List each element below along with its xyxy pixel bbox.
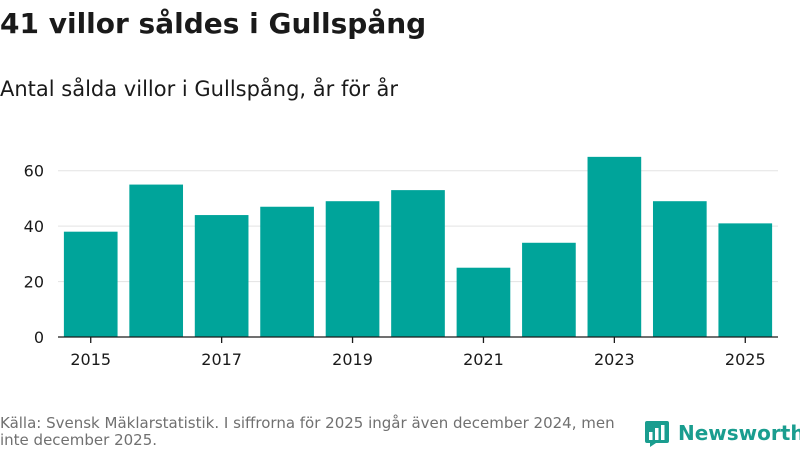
bar-chart: 0 20 40 60 2015 2017 2019 2021 2023 2025 xyxy=(24,156,778,369)
bar-2016 xyxy=(129,184,184,337)
bar-2020 xyxy=(391,190,445,337)
bar-2018 xyxy=(260,206,314,337)
bar-2025 xyxy=(718,223,773,337)
brand-name: Newsworthy xyxy=(678,421,800,445)
x-tick-label: 2021 xyxy=(463,350,504,369)
x-tick-label: 2015 xyxy=(70,350,111,369)
y-tick-label: 40 xyxy=(24,217,44,236)
y-tick-label: 0 xyxy=(34,328,44,347)
bar-2015 xyxy=(63,231,118,337)
bar-2021 xyxy=(456,267,511,337)
bars xyxy=(63,156,773,337)
bar-2022 xyxy=(522,242,576,337)
source-note: Källa: Svensk Mäklarstatistik. I siffror… xyxy=(0,414,615,449)
brand-logo: Newsworthy xyxy=(644,418,800,448)
y-tick-label: 20 xyxy=(24,273,44,292)
y-tick-label: 60 xyxy=(24,162,44,181)
x-tick-label: 2019 xyxy=(332,350,373,369)
chart-title: 41 villor såldes i Gullspång xyxy=(0,7,427,40)
bar-2024 xyxy=(652,201,707,337)
x-axis: 2015 2017 2019 2021 2023 2025 xyxy=(58,336,778,369)
x-tick-label: 2017 xyxy=(201,350,242,369)
x-tick-label: 2025 xyxy=(725,350,766,369)
newsworthy-logo-icon xyxy=(645,421,669,447)
chart-subtitle: Antal sålda villor i Gullspång, år för å… xyxy=(0,77,399,101)
bar-2019 xyxy=(325,201,380,337)
x-tick-label: 2023 xyxy=(594,350,635,369)
y-axis: 0 20 40 60 xyxy=(24,162,44,347)
bar-2017 xyxy=(194,215,249,337)
bar-2023 xyxy=(587,156,642,337)
